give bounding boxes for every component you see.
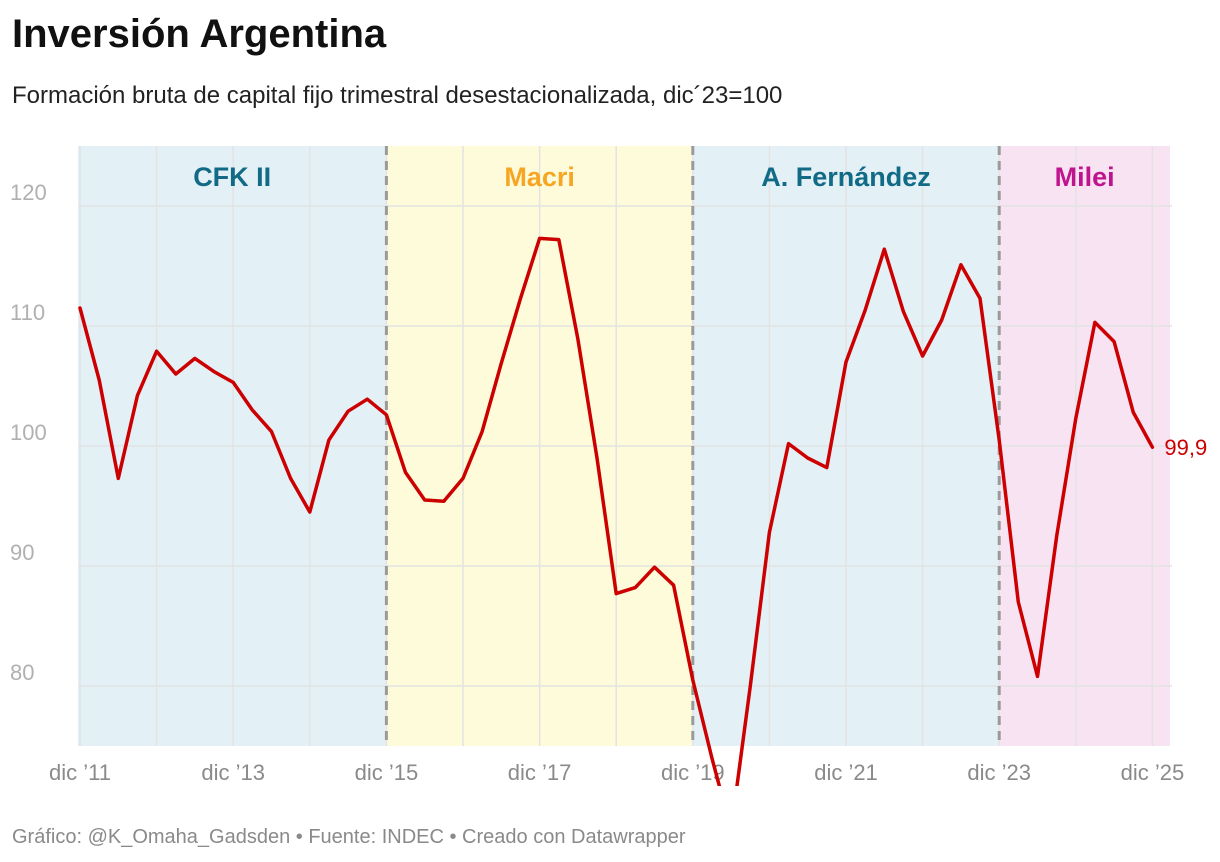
period-label-4: Milei [1055, 162, 1115, 192]
x-tick-label: dic ’25 [1121, 760, 1185, 785]
x-axis: dic ’11 dic ’13 dic ’15 dic ’17 dic ’19 dic ’… [49, 760, 1184, 785]
chart-title: Inversión Argentina [12, 12, 387, 56]
y-axis: 80 90 100 110 120 [10, 180, 47, 685]
y-tick-label: 90 [10, 540, 34, 565]
x-tick-label: dic ’23 [967, 760, 1031, 785]
x-tick-label: dic ’11 [49, 760, 111, 785]
x-tick-label: dic ’17 [508, 760, 572, 785]
x-tick-label: dic ’15 [355, 760, 419, 785]
chart-subtitle: Formación bruta de capital fijo trimestr… [12, 82, 783, 109]
series-group [78, 236, 1155, 786]
x-tick-label: dic ’21 [814, 760, 878, 785]
series-line [78, 236, 1155, 786]
y-tick-label: 100 [10, 420, 47, 445]
period-label-2: Macri [504, 162, 575, 192]
y-tick-label: 110 [10, 300, 45, 325]
footer-credits: Gráfico: @K_Omaha_Gadsden • Fuente: INDE… [12, 826, 686, 848]
y-tick-label: 80 [10, 660, 34, 685]
end-value-label: 99,9 [1164, 435, 1207, 460]
period-label-3: A. Fernández [761, 162, 931, 192]
x-tick-label: dic ’13 [201, 760, 265, 785]
period-labels: CFK II Macri A. Fernández Milei [193, 162, 1114, 192]
period-label-1: CFK II [193, 162, 271, 192]
gridlines [78, 146, 1172, 746]
y-tick-label: 120 [10, 180, 47, 205]
end-label-group: 99,9 [1164, 435, 1207, 460]
